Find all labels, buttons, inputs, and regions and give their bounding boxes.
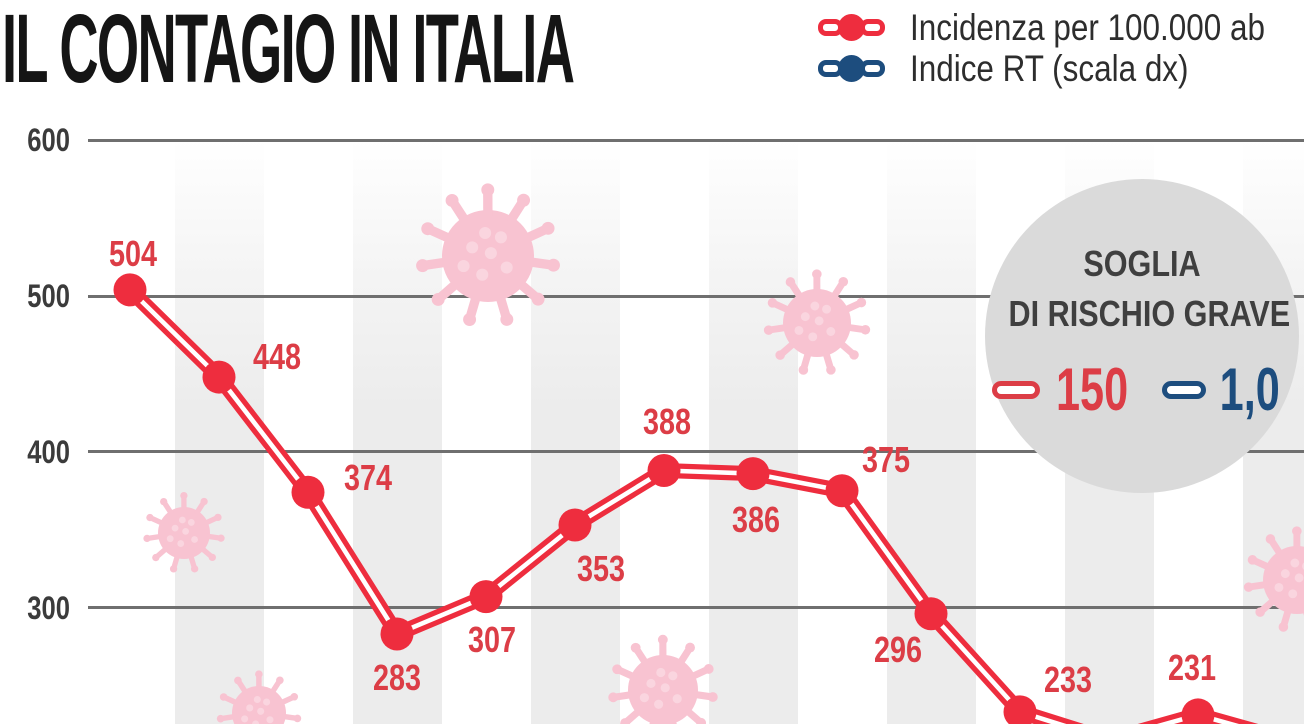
data-point-value-label: 374 bbox=[343, 457, 393, 499]
rt-threshold-line-icon bbox=[1162, 381, 1207, 399]
data-point-marker bbox=[469, 580, 503, 614]
data-point-marker bbox=[914, 597, 948, 631]
data-point-value-label: 448 bbox=[252, 336, 302, 378]
threshold-badge-line2: DI RISCHIO GRAVE bbox=[1008, 293, 1291, 334]
gridline bbox=[88, 606, 1304, 609]
data-point-marker bbox=[291, 475, 325, 509]
gridline bbox=[88, 294, 1304, 298]
gridline bbox=[88, 450, 1304, 454]
virus-icon bbox=[608, 634, 718, 724]
threshold-values-row: 150 1,0 bbox=[985, 360, 1299, 420]
data-point-marker bbox=[647, 453, 681, 487]
legend-label-incidenza: Incidenza per 100.000 ab bbox=[910, 6, 1265, 48]
data-point-value-label: 353 bbox=[576, 547, 626, 589]
data-point-value-label: 296 bbox=[873, 628, 923, 670]
virus-icon bbox=[216, 670, 302, 724]
incidenza-threshold-line-icon bbox=[992, 381, 1041, 399]
y-axis-tick-label: 600 bbox=[27, 122, 71, 159]
y-axis-tick-label: 500 bbox=[27, 278, 71, 315]
legend-label-rt: Indice RT (scala dx) bbox=[910, 47, 1189, 89]
data-point-marker bbox=[113, 273, 147, 307]
line-inner-gap bbox=[128, 288, 1240, 724]
data-point-marker bbox=[202, 360, 236, 394]
data-point-value-label: 386 bbox=[731, 498, 781, 540]
rt-line-marker-icon bbox=[818, 55, 896, 82]
threshold-badge-line1: SOGLIA bbox=[1083, 243, 1201, 284]
data-point-marker bbox=[1003, 695, 1037, 724]
data-point-marker bbox=[380, 617, 414, 651]
data-point-value-label: 307 bbox=[467, 618, 517, 660]
data-point-value-label: 233 bbox=[1043, 658, 1093, 700]
legend-item-incidenza: Incidenza per 100.000 ab bbox=[818, 7, 1304, 48]
data-point-marker bbox=[558, 508, 592, 542]
virus-icon bbox=[763, 269, 871, 375]
background-stripe bbox=[174, 140, 264, 724]
legend-item-rt: Indice RT (scala dx) bbox=[818, 48, 1304, 89]
background-stripe bbox=[530, 140, 620, 724]
data-point-marker bbox=[825, 474, 859, 508]
rt-threshold-value: 1,0 bbox=[1220, 356, 1281, 423]
data-point-value-label: 504 bbox=[108, 232, 158, 274]
virus-icon bbox=[143, 491, 225, 573]
incidenza-threshold-value: 150 bbox=[1056, 356, 1129, 423]
threshold-badge: SOGLIA DI RISCHIO GRAVE 150 1,0 bbox=[985, 179, 1299, 493]
virus-icon bbox=[416, 183, 560, 326]
data-point-value-label: 231 bbox=[1167, 646, 1217, 688]
page-title: IL CONTAGIO IN ITALIA bbox=[2, 0, 575, 103]
y-axis-tick-label: 300 bbox=[27, 589, 71, 626]
gridline bbox=[88, 138, 1304, 142]
data-point-value-label: 375 bbox=[861, 438, 911, 480]
data-point-value-label: 283 bbox=[372, 656, 422, 698]
chart-legend: Incidenza per 100.000 ab Indice RT (scal… bbox=[818, 7, 1304, 89]
incidenza-line-marker-icon bbox=[818, 14, 896, 41]
data-point-marker bbox=[736, 457, 770, 491]
data-point-marker bbox=[1181, 698, 1215, 724]
background-stripe bbox=[708, 140, 798, 724]
y-axis-tick-label: 400 bbox=[27, 433, 71, 470]
data-point-value-label: 388 bbox=[642, 401, 692, 443]
